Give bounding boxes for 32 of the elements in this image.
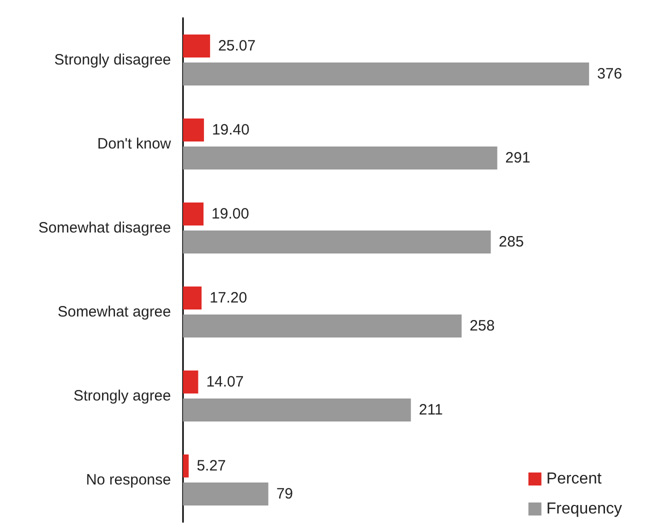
y-tick-label: Strongly disagree (54, 52, 171, 68)
y-tick-label: Somewhat agree (58, 304, 171, 320)
bar (183, 146, 498, 170)
data-label: 291 (505, 150, 530, 167)
data-label: 5.27 (196, 457, 226, 474)
bar (183, 62, 590, 86)
bar (183, 454, 189, 478)
y-tick-label: Don't know (97, 136, 172, 152)
bar (183, 230, 491, 254)
bar (183, 34, 210, 58)
bar (183, 398, 411, 422)
y-tick-label: Somewhat disagree (38, 220, 171, 236)
data-label: 19.40 (212, 121, 250, 138)
data-label: 14.07 (206, 373, 244, 390)
bar (183, 314, 462, 338)
legend-label: Frequency (546, 500, 622, 518)
legend-label: Percent (546, 470, 602, 488)
bar (183, 202, 204, 226)
data-label: 258 (470, 318, 495, 335)
data-label: 211 (418, 402, 443, 419)
data-label: 285 (498, 234, 524, 251)
data-label: 79 (276, 486, 294, 503)
data-label: 19.00 (212, 205, 250, 222)
y-tick-label: No response (86, 472, 171, 488)
y-tick-label: Strongly agree (73, 388, 171, 404)
data-label: 376 (597, 66, 622, 83)
data-label: 17.20 (210, 289, 248, 306)
bar (183, 118, 204, 142)
data-label: 25.07 (218, 37, 256, 54)
bar (183, 286, 202, 310)
bar (183, 482, 268, 506)
bar (183, 370, 198, 394)
